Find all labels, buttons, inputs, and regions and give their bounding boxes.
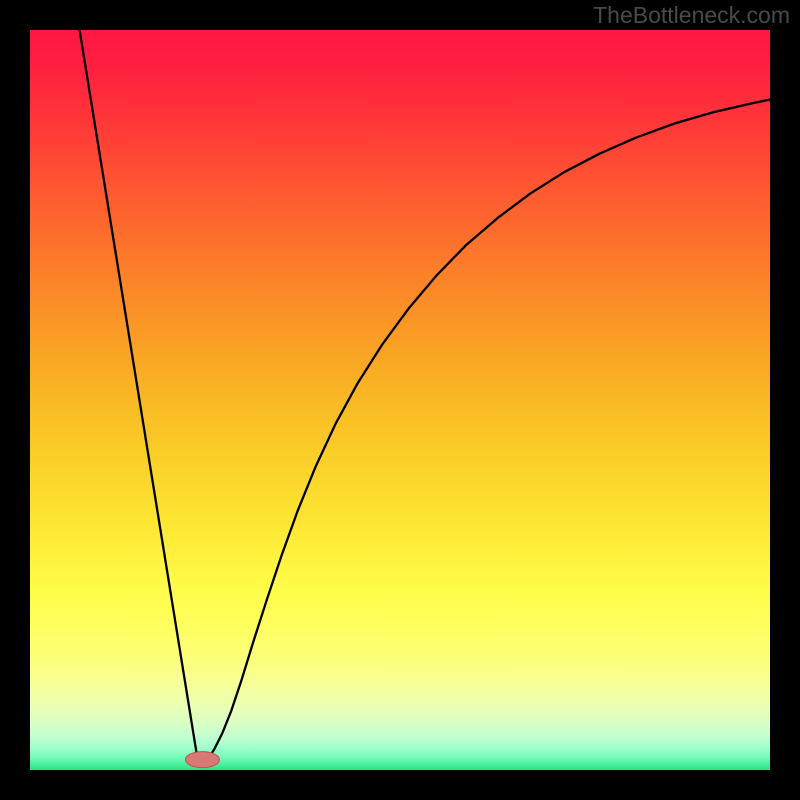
watermark-text: TheBottleneck.com (593, 2, 790, 29)
chart-svg (0, 0, 800, 800)
chart-container: TheBottleneck.com (0, 0, 800, 800)
optimal-marker (185, 752, 219, 768)
chart-background (30, 30, 770, 770)
